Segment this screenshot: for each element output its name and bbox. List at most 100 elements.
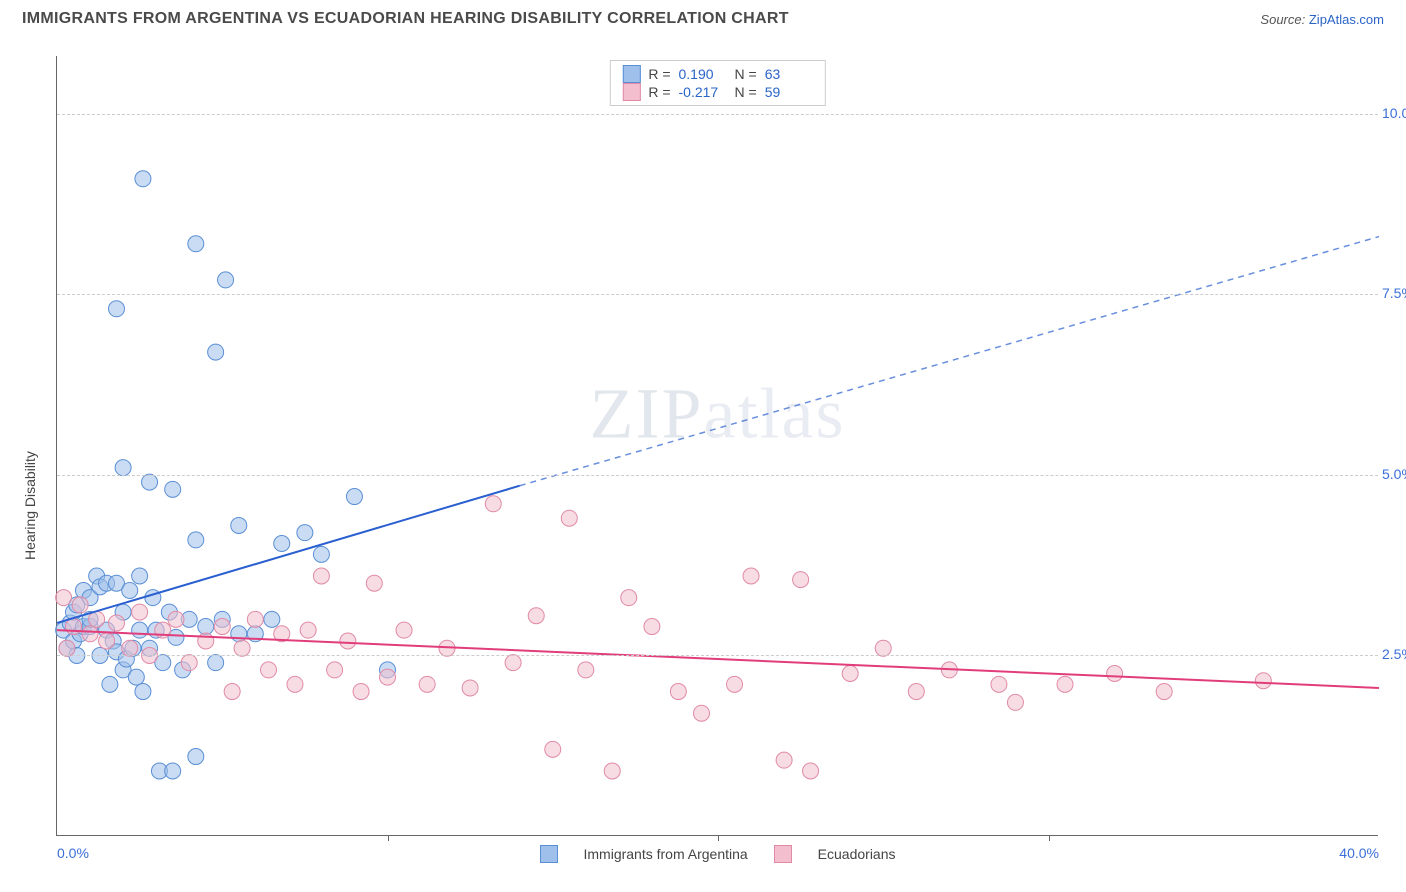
x-tick-mark xyxy=(718,835,719,841)
data-point xyxy=(908,684,924,700)
data-point xyxy=(231,626,247,642)
data-point xyxy=(743,568,759,584)
data-point xyxy=(1156,684,1172,700)
legend-row-ecuadorians: R = -0.217 N = 59 xyxy=(622,83,812,101)
y-tick-label: 5.0% xyxy=(1382,466,1406,482)
data-point xyxy=(346,489,362,505)
y-tick-label: 10.0% xyxy=(1382,105,1406,121)
chart-title: IMMIGRANTS FROM ARGENTINA VS ECUADORIAN … xyxy=(22,10,789,28)
data-point xyxy=(366,575,382,591)
data-point xyxy=(168,611,184,627)
legend-row-argentina: R = 0.190 N = 63 xyxy=(622,65,812,83)
data-point xyxy=(198,619,214,635)
data-point xyxy=(340,633,356,649)
data-point xyxy=(604,763,620,779)
data-point xyxy=(214,619,230,635)
data-point xyxy=(505,655,521,671)
swatch-ecuadorians xyxy=(622,83,640,101)
data-point xyxy=(59,640,75,656)
series-name-ecuadorians: Ecuadorians xyxy=(818,846,896,862)
y-axis-label: Hearing Disability xyxy=(22,451,38,560)
data-point xyxy=(274,536,290,552)
trendline xyxy=(57,486,520,623)
data-point xyxy=(188,532,204,548)
data-point xyxy=(122,582,138,598)
data-point xyxy=(122,640,138,656)
data-point xyxy=(108,615,124,631)
data-point xyxy=(132,622,148,638)
data-point xyxy=(313,546,329,562)
data-point xyxy=(485,496,501,512)
data-point xyxy=(803,763,819,779)
data-point xyxy=(793,572,809,588)
x-tick-label: 0.0% xyxy=(57,845,89,861)
x-tick-mark xyxy=(388,835,389,841)
data-point xyxy=(578,662,594,678)
source-link[interactable]: ZipAtlas.com xyxy=(1309,12,1384,27)
data-point xyxy=(66,619,82,635)
data-point xyxy=(82,626,98,642)
data-point xyxy=(462,680,478,696)
x-tick-label: 40.0% xyxy=(1339,845,1379,861)
data-point xyxy=(380,669,396,685)
data-point xyxy=(234,640,250,656)
data-point xyxy=(188,236,204,252)
data-point xyxy=(287,676,303,692)
data-point xyxy=(198,633,214,649)
data-point xyxy=(218,272,234,288)
gridline xyxy=(57,475,1378,476)
data-point xyxy=(327,662,343,678)
data-point xyxy=(1057,676,1073,692)
data-point xyxy=(264,611,280,627)
data-point xyxy=(842,666,858,682)
chart-header: IMMIGRANTS FROM ARGENTINA VS ECUADORIAN … xyxy=(0,0,1406,34)
data-point xyxy=(165,763,181,779)
data-point xyxy=(776,752,792,768)
gridline xyxy=(57,294,1378,295)
data-point xyxy=(670,684,686,700)
swatch-argentina-bottom xyxy=(540,845,558,863)
source-attribution: Source: ZipAtlas.com xyxy=(1260,12,1384,27)
source-label: Source: xyxy=(1260,12,1305,27)
gridline xyxy=(57,114,1378,115)
trendline-extrapolated xyxy=(520,237,1379,486)
data-point xyxy=(247,611,263,627)
data-point xyxy=(1107,666,1123,682)
data-point xyxy=(875,640,891,656)
data-point xyxy=(419,676,435,692)
data-point xyxy=(108,301,124,317)
data-point xyxy=(135,684,151,700)
data-point xyxy=(261,662,277,678)
data-point xyxy=(142,474,158,490)
data-point xyxy=(297,525,313,541)
y-tick-label: 2.5% xyxy=(1382,646,1406,662)
data-point xyxy=(313,568,329,584)
data-point xyxy=(644,619,660,635)
y-tick-label: 7.5% xyxy=(1382,285,1406,301)
series-legend: Immigrants from Argentina Ecuadorians xyxy=(540,845,896,863)
correlation-legend: R = 0.190 N = 63 R = -0.217 N = 59 xyxy=(609,60,825,106)
data-point xyxy=(300,622,316,638)
data-point xyxy=(231,517,247,533)
swatch-argentina xyxy=(622,65,640,83)
series-name-argentina: Immigrants from Argentina xyxy=(584,846,748,862)
data-point xyxy=(208,344,224,360)
data-point xyxy=(132,604,148,620)
chart-area: ZIPatlas R = 0.190 N = 63 R = -0.217 N =… xyxy=(56,56,1378,836)
data-point xyxy=(135,171,151,187)
trendline xyxy=(57,630,1379,688)
data-point xyxy=(181,655,197,671)
data-point xyxy=(353,684,369,700)
data-point xyxy=(621,590,637,606)
data-point xyxy=(727,676,743,692)
data-point xyxy=(188,749,204,765)
data-point xyxy=(224,684,240,700)
data-point xyxy=(561,510,577,526)
data-point xyxy=(1255,673,1271,689)
data-point xyxy=(99,633,115,649)
data-point xyxy=(132,568,148,584)
data-point xyxy=(102,676,118,692)
data-point xyxy=(56,590,72,606)
data-point xyxy=(115,460,131,476)
data-point xyxy=(991,676,1007,692)
